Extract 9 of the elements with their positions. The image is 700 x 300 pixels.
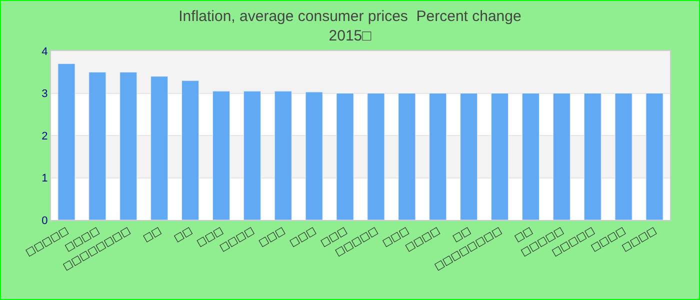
y-tick-label: 3 xyxy=(42,88,48,100)
chart-title: Inflation, average consumer prices Percent change xyxy=(178,8,522,25)
y-tick-label: 4 xyxy=(42,46,48,58)
y-tick-label: 2 xyxy=(42,130,48,142)
chart-subtitle: 2015□ xyxy=(328,28,372,44)
y-tick-label: 1 xyxy=(42,172,48,185)
x-tick-label: □□ xyxy=(172,225,194,244)
x-tick-label: □□ xyxy=(141,225,164,244)
y-tick-label: 0 xyxy=(42,214,48,227)
